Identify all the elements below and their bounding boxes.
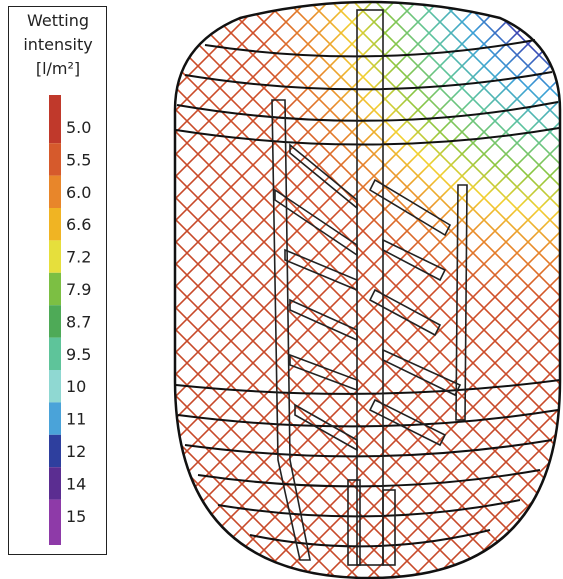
- color-swatch: [49, 143, 61, 175]
- color-swatch: [49, 500, 61, 545]
- color-swatch: [49, 95, 61, 143]
- legend: Wetting intensity [l/m²] 5.0 5.5 6.0 6.6 7.2 7.9…: [0, 0, 110, 579]
- legend-label: 8.7: [66, 312, 91, 331]
- legend-label: 10: [66, 377, 86, 396]
- legend-label: 7.2: [66, 248, 91, 267]
- legend-title: intensity: [23, 35, 92, 54]
- color-swatch: [49, 176, 61, 208]
- legend-label: 14: [66, 474, 86, 493]
- legend-label: 12: [66, 442, 86, 461]
- color-swatch: [49, 273, 61, 305]
- legend-title: [l/m²]: [36, 59, 80, 78]
- legend-label: 6.6: [66, 215, 91, 234]
- figure: Wetting intensity [l/m²] 5.0 5.5 6.0 6.6 7.2 7.9…: [0, 0, 563, 579]
- legend-label: 15: [66, 507, 86, 526]
- color-swatch: [49, 338, 61, 370]
- legend-label: 6.0: [66, 183, 91, 202]
- legend-label: 11: [66, 410, 86, 429]
- color-swatch: [49, 467, 61, 499]
- legend-label: 5.0: [66, 118, 91, 137]
- color-swatch: [49, 240, 61, 272]
- legend-label: 5.5: [66, 150, 91, 169]
- color-swatch: [49, 208, 61, 240]
- legend-label: 7.9: [66, 280, 91, 299]
- color-swatch: [49, 370, 61, 402]
- color-swatch: [49, 435, 61, 467]
- legend-label: 9.5: [66, 345, 91, 364]
- color-swatch: [49, 305, 61, 337]
- legend-title: Wetting: [27, 11, 89, 30]
- color-swatch: [49, 402, 61, 434]
